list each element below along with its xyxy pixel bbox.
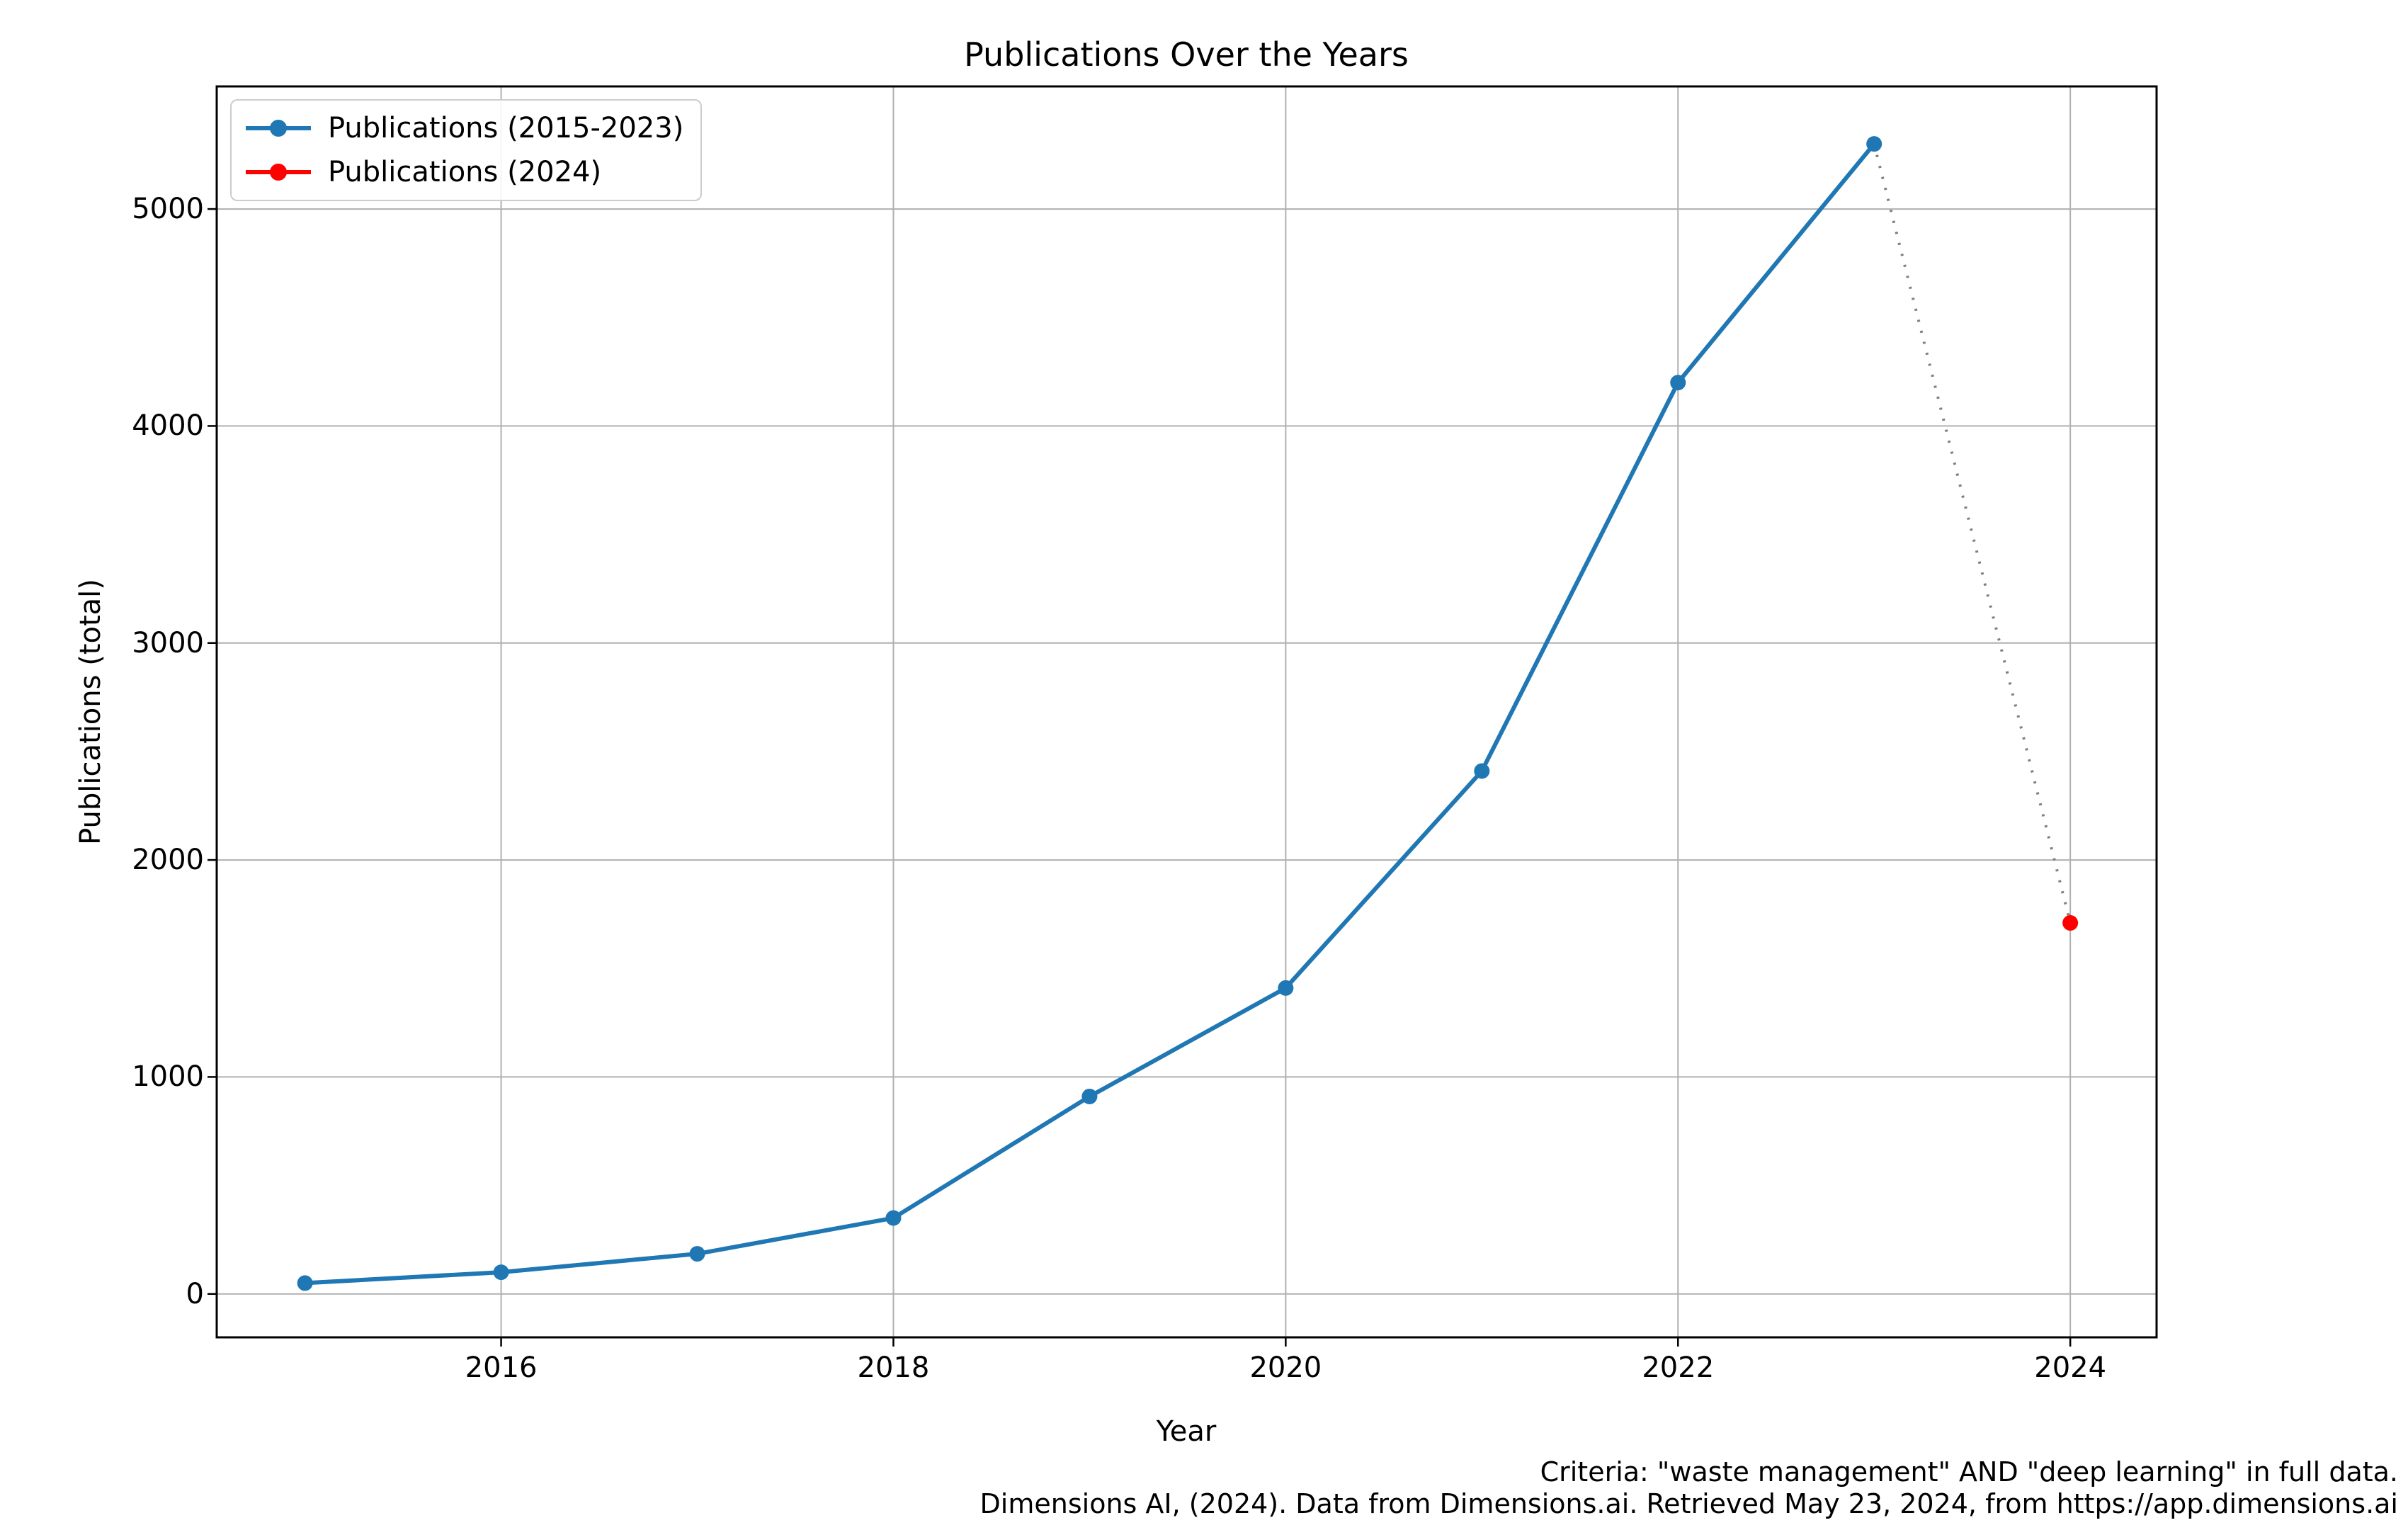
x-axis-label: Year [1156,1415,1217,1448]
data-point-2023 [1866,136,1882,152]
legend-item-publications-2015-2023: Publications (2015-2023) [243,108,683,149]
data-point-2022 [1670,375,1686,391]
data-point-2020 [1278,980,1294,996]
data-point-2019 [1081,1088,1098,1104]
series-line-2023-to-2024-dotted-connector [1873,143,2072,924]
caption-attribution-line: Dimensions AI, (2024). Data from Dimensi… [979,1488,2398,1519]
legend-item-publications-2024: Publications (2024) [243,152,683,193]
caption-criteria-line: Criteria: "waste management" AND "deep l… [1540,1456,2398,1488]
series-line-publications-2015-2023- [305,142,1876,1286]
legend-sample-blue-line-marker [246,120,311,137]
legend-label: Publications (2015-2023) [328,112,684,144]
chart-title: Publications Over the Years [964,35,1409,74]
axes-spines [215,85,2158,1339]
data-point-2024 [2062,914,2079,931]
y-axis-label: Publications (total) [74,579,107,845]
data-point-2017 [689,1246,705,1262]
data-point-2018 [885,1210,902,1226]
source-caption: Criteria: "waste management" AND "deep l… [980,1456,2398,1520]
legend-label: Publications (2024) [328,156,602,188]
legend-box: Publications (2015-2023) Publications (2… [230,99,703,201]
data-point-2016 [493,1264,509,1281]
legend-sample-red-line-marker [246,164,311,181]
data-point-2015 [297,1275,313,1291]
data-point-2021 [1474,763,1490,779]
